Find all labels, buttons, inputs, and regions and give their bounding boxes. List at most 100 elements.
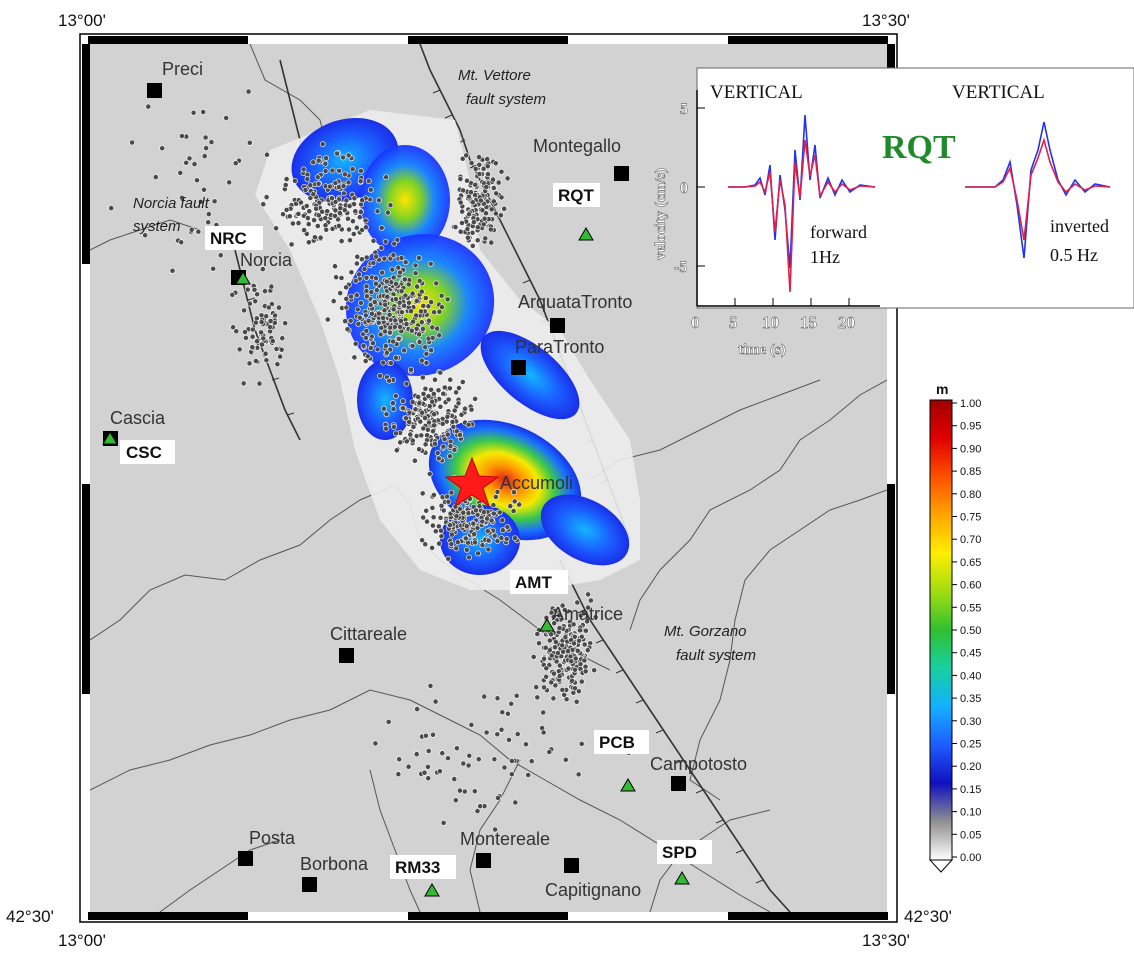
aftershock-dot — [416, 339, 423, 345]
aftershock-dot — [472, 165, 479, 172]
trace-right-observed — [965, 121, 1111, 259]
aftershock-dot — [288, 241, 295, 248]
aftershock-dot — [416, 254, 422, 261]
aftershock-dot — [576, 688, 582, 695]
aftershock-dot — [348, 269, 355, 276]
fault-label-norcia-2: system — [133, 218, 181, 235]
aftershock-dot — [420, 302, 427, 309]
aftershock-dot — [568, 658, 575, 665]
aftershock-dot — [494, 731, 501, 738]
aftershock-dot — [379, 269, 386, 276]
aftershock-dot — [403, 438, 410, 445]
aftershock-dot — [405, 763, 412, 770]
aftershock-dot — [263, 194, 270, 200]
aftershock-dot — [428, 386, 434, 393]
aftershock-dot — [459, 379, 466, 385]
aftershock-dot — [455, 400, 462, 407]
aftershock-dot — [367, 302, 374, 308]
aftershock-dot — [453, 428, 460, 435]
aftershock-dot — [272, 312, 278, 319]
aftershock-dot — [410, 423, 417, 430]
aftershock-dot — [430, 731, 436, 738]
aftershock-dot — [492, 826, 498, 833]
aftershock-dot — [484, 156, 491, 162]
aftershock-dot — [543, 673, 549, 680]
aftershock-dot — [488, 517, 495, 524]
aftershock-dot — [324, 316, 331, 323]
aftershock-dot — [368, 289, 375, 295]
aftershock-dot — [491, 532, 498, 539]
aftershock-dot — [472, 539, 478, 546]
aftershock-dot — [561, 692, 568, 698]
aftershock-dot — [249, 344, 256, 351]
aftershock-dot — [390, 406, 397, 412]
aftershock-dot — [581, 610, 587, 617]
aftershock-dot — [409, 290, 416, 297]
aftershock-dot — [453, 389, 459, 396]
aftershock-dot — [351, 195, 358, 202]
aftershock-dot — [548, 631, 554, 638]
aftershock-dot — [276, 304, 282, 311]
aftershock-dot — [421, 769, 428, 776]
aftershock-dot — [336, 210, 343, 216]
town-markers — [103, 83, 686, 892]
aftershock-dot — [525, 772, 532, 778]
aftershock-dot — [503, 536, 510, 542]
aftershock-dot — [437, 369, 444, 376]
aftershock-dot — [571, 640, 577, 647]
aftershock-dot — [581, 657, 588, 664]
aftershock-dot — [197, 198, 204, 205]
coord-left-lat: 42°30' — [6, 907, 54, 926]
aftershock-dot — [416, 400, 423, 407]
aftershock-dot — [377, 331, 384, 338]
aftershock-dot — [201, 186, 207, 193]
aftershock-dot — [499, 517, 506, 524]
aftershock-dot — [273, 346, 280, 352]
aftershock-dot — [438, 502, 445, 509]
aftershock-dot — [414, 706, 420, 712]
aftershock-dot — [440, 820, 447, 826]
aftershock-dot — [578, 678, 585, 685]
aftershock-dot — [582, 668, 589, 675]
aftershock-dot — [553, 639, 559, 645]
trace-left-synthetic — [728, 139, 876, 293]
aftershock-dot — [354, 253, 361, 260]
aftershock-dot — [205, 211, 212, 217]
aftershock-dot — [429, 334, 436, 341]
aftershock-dot — [576, 637, 582, 644]
aftershock-dot — [451, 407, 458, 414]
aftershock-dot — [338, 238, 345, 244]
aftershock-dot — [426, 470, 433, 477]
inset-xlabel: time (s) — [738, 342, 786, 358]
aftershock-dot — [315, 212, 322, 219]
fault-label-gorzano-1: Mt. Gorzano — [664, 623, 747, 640]
aftershock-dot — [363, 293, 370, 300]
aftershock-dot — [201, 153, 208, 159]
colorbar-tick-label: 0.00 — [960, 852, 981, 864]
aftershock-dot — [411, 457, 418, 464]
aftershock-dot — [423, 350, 430, 357]
aftershock-dot — [447, 443, 454, 450]
coord-bottom-left: 13°00' — [58, 931, 106, 950]
aftershock-dot — [301, 227, 307, 233]
aftershock-dot — [390, 338, 396, 345]
aftershock-dot — [381, 255, 388, 262]
aftershock-dot — [373, 275, 379, 282]
aftershock-dot — [380, 315, 386, 321]
aftershock-dot — [542, 644, 549, 651]
town-label-montegallo: Montegallo — [533, 136, 621, 156]
aftershock-dot — [444, 493, 450, 500]
aftershock-dot — [498, 168, 505, 175]
aftershock-dot — [258, 319, 265, 325]
aftershock-dot — [315, 180, 322, 187]
aftershock-dot — [260, 335, 267, 342]
aftershock-dot — [408, 308, 414, 315]
aftershock-dot — [474, 808, 481, 814]
aftershock-dot — [432, 698, 439, 705]
inset-xtick-5: 5 — [729, 313, 738, 332]
aftershock-dot — [416, 446, 422, 453]
aftershock-dot — [475, 550, 481, 557]
aftershock-dot — [304, 215, 311, 221]
aftershock-dot — [498, 726, 505, 733]
aftershock-dot — [363, 288, 370, 294]
